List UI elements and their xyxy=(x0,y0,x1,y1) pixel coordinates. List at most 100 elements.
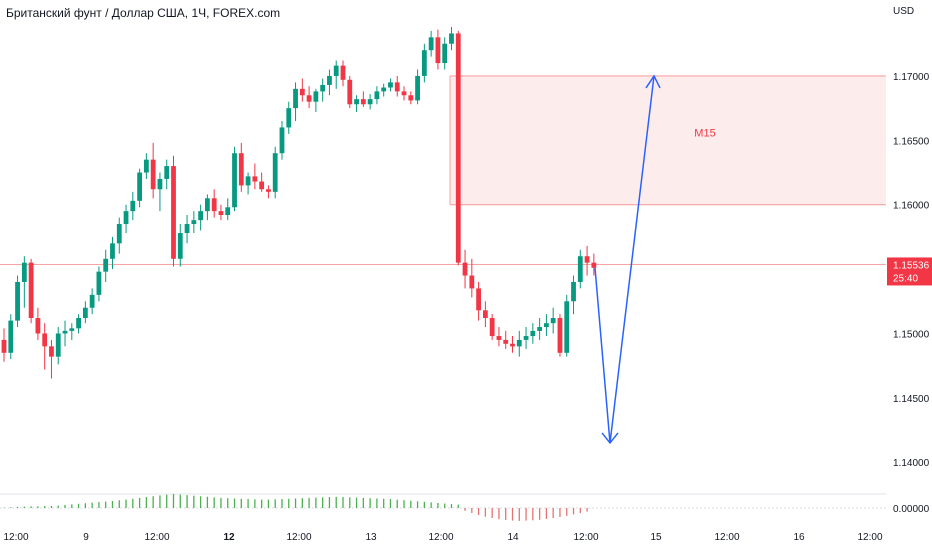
candle-body xyxy=(333,65,339,76)
candle-body xyxy=(21,262,27,282)
candle-body xyxy=(435,37,441,64)
x-tick-label: 12:00 xyxy=(144,532,169,543)
m15-zone: M15 xyxy=(449,75,886,206)
candle-body xyxy=(103,258,109,272)
y-tick-label: 1.16500 xyxy=(893,136,930,147)
candle-body xyxy=(577,256,583,282)
x-tick-label: 12:00 xyxy=(573,532,598,543)
candle-body xyxy=(82,307,88,319)
y-tick-label: 1.15000 xyxy=(893,329,930,340)
candle-body xyxy=(544,323,549,328)
candle-body xyxy=(8,320,14,353)
candle-body xyxy=(367,99,373,105)
arrow-head-down xyxy=(601,432,619,445)
candle-body xyxy=(164,166,170,179)
candle-body xyxy=(388,82,393,88)
candle-body xyxy=(462,262,468,276)
grid-layer xyxy=(0,263,886,509)
candle-body xyxy=(272,153,278,192)
candle-body xyxy=(428,37,434,51)
candle-body xyxy=(313,91,319,102)
y-tick-label: 1.16000 xyxy=(893,201,930,212)
candle-body xyxy=(496,336,502,340)
candle-body xyxy=(177,233,183,259)
candle-body xyxy=(530,330,536,337)
x-tick-label: 12:00 xyxy=(714,532,739,543)
x-tick-label: 12:00 xyxy=(428,532,453,543)
candle-body xyxy=(347,79,353,105)
candle-body xyxy=(523,336,529,340)
axes-layer: 1.170001.165001.160001.155001.150001.145… xyxy=(3,72,932,543)
candle-body xyxy=(143,159,149,173)
candle-body xyxy=(320,84,326,92)
x-tick-label: 14 xyxy=(507,532,519,543)
candle-body xyxy=(510,343,515,347)
candle-body xyxy=(537,327,543,331)
zone-fill xyxy=(450,75,886,205)
price-countdown: 25:40 xyxy=(893,273,918,284)
candle-body xyxy=(469,275,475,289)
candle-body xyxy=(69,328,75,331)
arrow-head-up xyxy=(645,74,661,89)
candle-body xyxy=(123,211,129,225)
x-tick-label: 12:00 xyxy=(3,532,28,543)
candle-body xyxy=(137,172,142,201)
zone-label: M15 xyxy=(694,127,715,139)
current-price-value: 1.15536 xyxy=(893,260,930,271)
candle-body xyxy=(211,198,217,212)
candle-body xyxy=(15,281,20,321)
candle-body xyxy=(150,159,156,190)
candle-body xyxy=(591,262,597,268)
x-tick-label: 12:00 xyxy=(857,532,882,543)
indicator-histogram xyxy=(3,494,588,521)
y-tick-label: 1.14500 xyxy=(893,394,930,405)
candle-body xyxy=(232,153,237,208)
candle-body xyxy=(1,339,7,353)
candle-body xyxy=(218,211,224,216)
candle-body xyxy=(279,127,285,154)
candle-body xyxy=(130,200,136,212)
candle-body xyxy=(28,262,34,319)
candle-body xyxy=(306,95,312,102)
candle-body xyxy=(381,87,387,92)
candle-body xyxy=(557,318,563,353)
candle-body xyxy=(245,176,251,186)
candle-body xyxy=(171,166,176,259)
candle-body xyxy=(299,88,305,96)
x-tick-label: 16 xyxy=(793,532,805,543)
candle-body xyxy=(266,189,271,192)
candle-body xyxy=(455,33,461,263)
candle-body xyxy=(442,43,448,64)
candle-body xyxy=(76,318,81,329)
candle-body xyxy=(184,224,190,234)
candle-body xyxy=(564,301,570,353)
candle-body xyxy=(516,339,522,347)
candle-body xyxy=(252,176,258,182)
projection-arrow xyxy=(594,74,661,445)
candle-body xyxy=(116,224,122,244)
candle-body xyxy=(327,75,332,85)
candle-body xyxy=(286,108,292,128)
candle-body xyxy=(489,318,495,337)
candle-body xyxy=(482,310,488,319)
candle-body xyxy=(408,95,414,101)
current-price-badge xyxy=(887,257,932,286)
candle-body xyxy=(374,91,380,100)
candle-body xyxy=(96,271,102,295)
candle-body xyxy=(394,82,400,92)
currency-label: USD xyxy=(893,6,915,17)
candle-body xyxy=(293,88,298,109)
x-tick-label: 13 xyxy=(365,532,377,543)
candle-body xyxy=(49,346,54,357)
candle-body xyxy=(360,99,366,105)
candle-body xyxy=(35,318,41,334)
candles-layer xyxy=(1,27,597,379)
candle-body xyxy=(89,294,95,308)
candle-body xyxy=(354,99,359,105)
candle-body xyxy=(62,330,68,334)
y-tick-label: 1.14000 xyxy=(893,458,930,469)
candle-body xyxy=(421,50,427,76)
candle-body xyxy=(584,256,590,263)
